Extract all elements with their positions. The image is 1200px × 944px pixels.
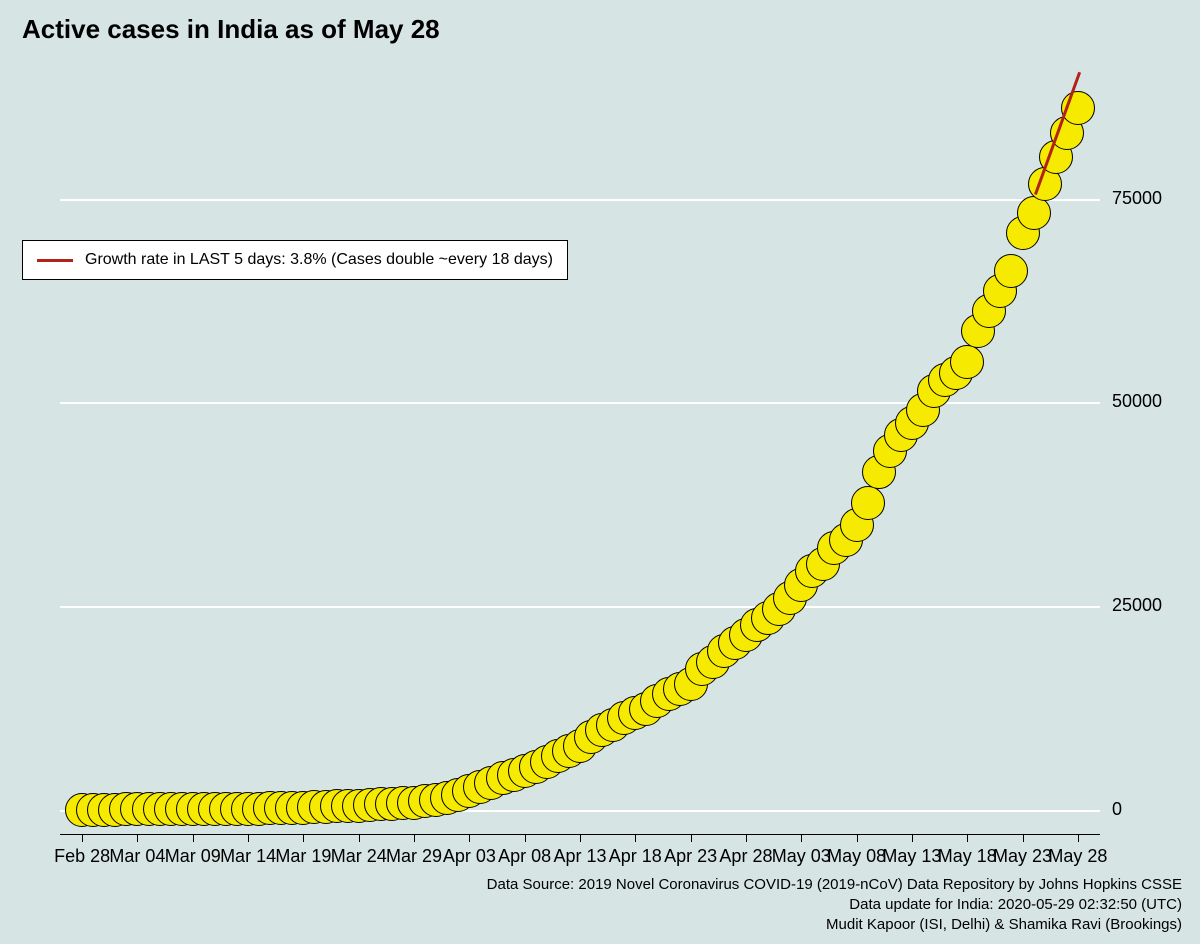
y-tick-label: 50000 — [1112, 391, 1162, 412]
data-point — [1017, 196, 1051, 230]
x-tick-mark — [857, 834, 858, 842]
x-tick-mark — [359, 834, 360, 842]
x-tick-label: May 18 — [938, 846, 997, 867]
x-tick-label: May 23 — [993, 846, 1052, 867]
x-tick-label: Mar 24 — [331, 846, 387, 867]
x-tick-label: Feb 28 — [54, 846, 110, 867]
chart-title: Active cases in India as of May 28 — [22, 14, 440, 45]
plot-area — [60, 60, 1100, 830]
x-tick-label: Mar 09 — [165, 846, 221, 867]
x-tick-mark — [1078, 834, 1079, 842]
x-tick-mark — [193, 834, 194, 842]
chart-container: Active cases in India as of May 28 Feb 2… — [0, 0, 1200, 944]
x-tick-label: Mar 29 — [386, 846, 442, 867]
footer-line: Mudit Kapoor (ISI, Delhi) & Shamika Ravi… — [826, 916, 1182, 933]
y-tick-label: 0 — [1112, 799, 1122, 820]
x-tick-label: May 28 — [1048, 846, 1107, 867]
x-tick-label: Apr 28 — [719, 846, 772, 867]
x-tick-label: Mar 19 — [275, 846, 331, 867]
footer-line: Data Source: 2019 Novel Coronavirus COVI… — [487, 876, 1182, 893]
x-tick-mark — [469, 834, 470, 842]
data-point — [950, 345, 984, 379]
x-tick-mark — [303, 834, 304, 842]
data-point — [851, 486, 885, 520]
y-tick-label: 75000 — [1112, 188, 1162, 209]
x-tick-label: May 03 — [772, 846, 831, 867]
x-tick-mark — [525, 834, 526, 842]
x-tick-label: Apr 13 — [553, 846, 606, 867]
x-tick-label: Mar 04 — [109, 846, 165, 867]
x-tick-mark — [1023, 834, 1024, 842]
y-tick-label: 25000 — [1112, 595, 1162, 616]
data-point — [994, 254, 1028, 288]
legend-text: Growth rate in LAST 5 days: 3.8% (Cases … — [85, 251, 553, 269]
legend-line-swatch — [37, 259, 73, 262]
x-tick-label: Mar 14 — [220, 846, 276, 867]
x-tick-label: Apr 08 — [498, 846, 551, 867]
y-gridline — [60, 199, 1100, 201]
x-tick-mark — [746, 834, 747, 842]
x-tick-mark — [248, 834, 249, 842]
x-tick-mark — [414, 834, 415, 842]
x-tick-mark — [801, 834, 802, 842]
x-tick-mark — [912, 834, 913, 842]
x-tick-label: Apr 23 — [664, 846, 717, 867]
y-gridline — [60, 606, 1100, 608]
footer-line: Data update for India: 2020-05-29 02:32:… — [849, 896, 1182, 913]
x-tick-label: Apr 03 — [443, 846, 496, 867]
x-tick-mark — [82, 834, 83, 842]
x-tick-mark — [137, 834, 138, 842]
x-tick-mark — [691, 834, 692, 842]
legend: Growth rate in LAST 5 days: 3.8% (Cases … — [22, 240, 568, 280]
x-tick-mark — [580, 834, 581, 842]
x-tick-mark — [635, 834, 636, 842]
x-tick-label: May 08 — [827, 846, 886, 867]
x-tick-label: Apr 18 — [609, 846, 662, 867]
x-tick-mark — [967, 834, 968, 842]
x-tick-label: May 13 — [882, 846, 941, 867]
